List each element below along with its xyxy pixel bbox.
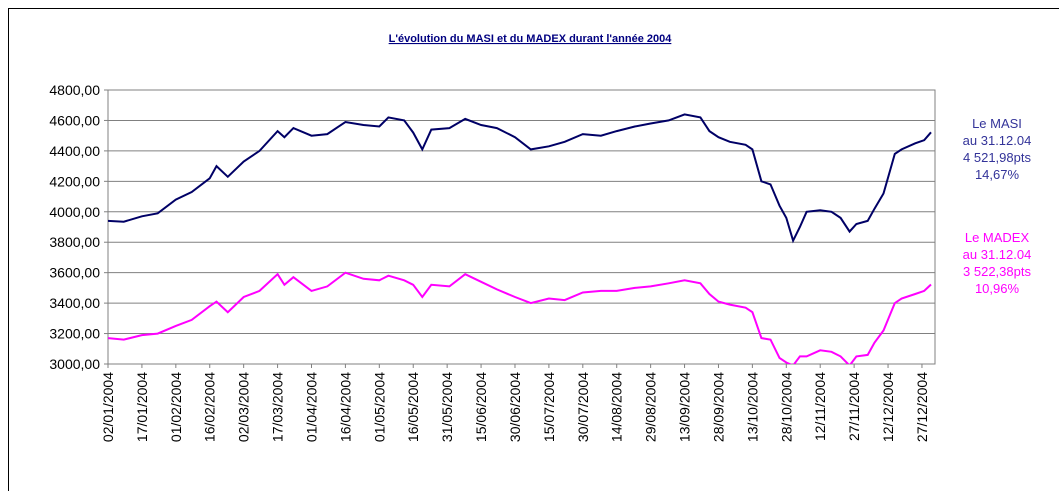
annotation: 14,67% <box>975 167 1020 182</box>
x-tick-label: 12/11/2004 <box>812 372 828 441</box>
y-tick-label: 4600,00 <box>49 112 100 128</box>
x-tick-label: 01/02/2004 <box>168 372 184 442</box>
x-tick-label: 27/12/2004 <box>914 372 930 442</box>
x-tick-label: 01/05/2004 <box>371 372 387 442</box>
y-tick-label: 4000,00 <box>49 204 100 220</box>
x-tick-label: 13/10/2004 <box>744 372 760 442</box>
annotation: au 31.12.04 <box>963 133 1032 148</box>
x-tick-label: 17/03/2004 <box>270 372 286 442</box>
annotation: au 31.12.04 <box>963 247 1032 262</box>
x-tick-label: 02/01/2004 <box>100 372 116 442</box>
x-tick-label: 28/10/2004 <box>778 372 794 442</box>
series-line <box>108 113 932 244</box>
series-line <box>108 271 932 364</box>
y-tick-label: 3400,00 <box>49 295 100 311</box>
y-tick-label: 4200,00 <box>49 173 100 189</box>
x-tick-label: 13/09/2004 <box>677 372 693 442</box>
x-tick-label: 17/01/2004 <box>134 372 150 442</box>
y-tick-label: 3000,00 <box>49 356 100 372</box>
x-tick-label: 12/12/2004 <box>880 372 896 442</box>
x-tick-label: 30/07/2004 <box>575 372 591 442</box>
y-tick-label: 3600,00 <box>49 265 100 281</box>
x-tick-label: 28/09/2004 <box>710 372 726 442</box>
x-tick-label: 16/02/2004 <box>202 372 218 442</box>
x-tick-label: 30/06/2004 <box>507 372 523 442</box>
annotation: 3 522,38pts <box>963 264 1031 279</box>
y-tick-label: 4400,00 <box>49 143 100 159</box>
y-tick-label: 3800,00 <box>49 234 100 250</box>
annotation: Le MADEX <box>965 230 1030 245</box>
chart-title: L'évolution du MASI et du MADEX durant l… <box>389 33 673 45</box>
y-tick-label: 3200,00 <box>49 326 100 342</box>
x-tick-label: 14/08/2004 <box>609 372 625 442</box>
x-tick-label: 16/04/2004 <box>337 372 353 442</box>
annotation: Le MASI <box>972 116 1022 131</box>
annotation: 4 521,98pts <box>963 150 1031 165</box>
x-tick-label: 29/08/2004 <box>643 372 659 442</box>
annotation: 10,96% <box>975 281 1020 296</box>
y-tick-label: 4800,00 <box>49 82 100 98</box>
x-tick-label: 27/11/2004 <box>846 372 862 441</box>
x-tick-label: 01/04/2004 <box>303 372 319 442</box>
x-tick-label: 15/06/2004 <box>473 372 489 442</box>
x-tick-label: 16/05/2004 <box>405 372 421 442</box>
plot-lines <box>108 113 932 364</box>
x-tick-label: 31/05/2004 <box>439 372 455 442</box>
plot-area <box>107 89 936 365</box>
x-tick-label: 02/03/2004 <box>236 372 252 442</box>
x-tick-label: 15/07/2004 <box>541 372 557 442</box>
